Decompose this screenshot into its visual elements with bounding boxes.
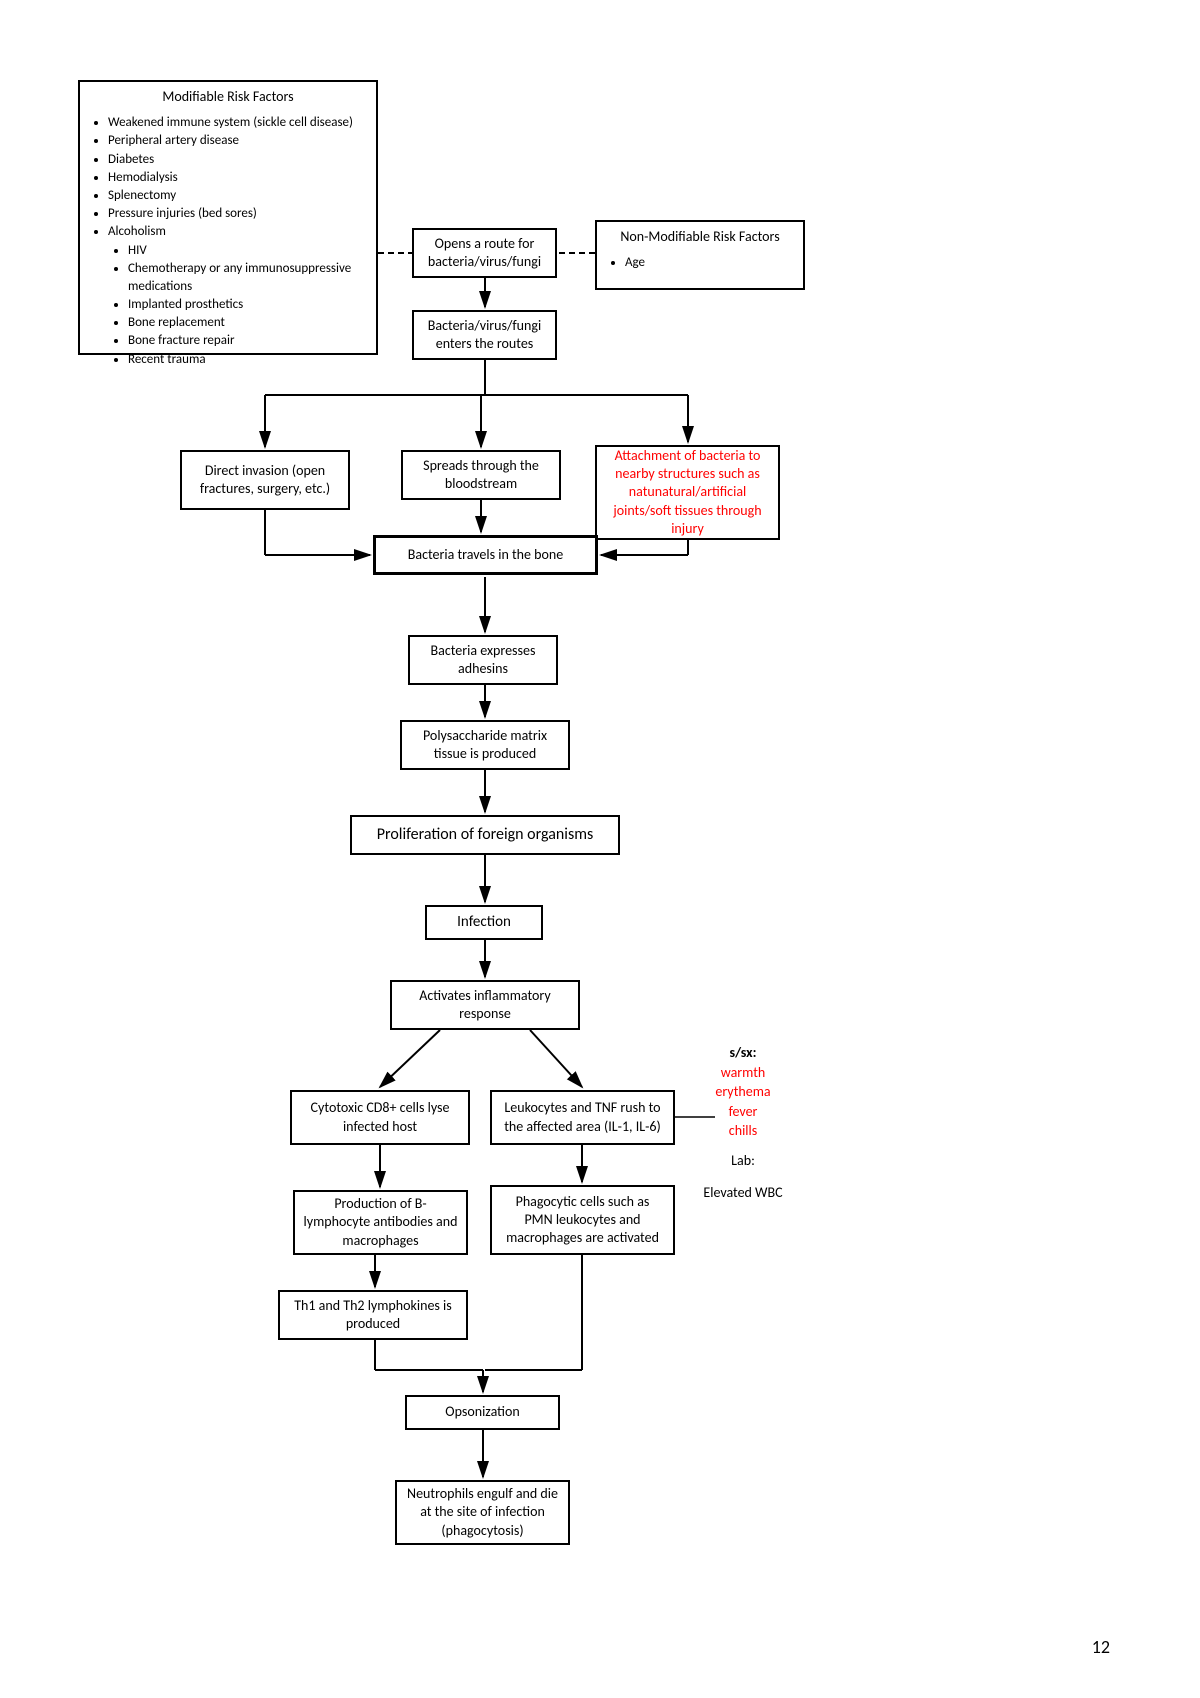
proliferation-box: Proliferation of foreign organisms <box>350 815 620 855</box>
modifiable-list: Weakened immune system (sickle cell dise… <box>88 114 353 241</box>
enters-routes-box: Bacteria/virus/fungi enters the routes <box>412 310 557 360</box>
nonmodifiable-list: Age <box>605 254 645 272</box>
polysaccharide-box: Polysaccharide matrix tissue is produced <box>400 720 570 770</box>
opens-route-box: Opens a route for bacteria/virus/fungi <box>412 228 557 278</box>
lab-value: Elevated WBC <box>693 1183 793 1203</box>
modifiable-inner-list: HIV Chemotherapy or any immunosuppressiv… <box>88 242 368 369</box>
list-item: Chemotherapy or any immunosuppressive me… <box>128 260 368 296</box>
infection-box: Infection <box>425 905 543 940</box>
list-item: Age <box>625 254 645 272</box>
lab-label: Lab: <box>693 1151 793 1171</box>
list-item: Splenectomy <box>108 187 353 205</box>
opsonization-box: Opsonization <box>405 1395 560 1430</box>
adhesins-box: Bacteria expresses adhesins <box>408 635 558 685</box>
ssx-section: s/sx: warmth erythema fever chills Lab: … <box>693 1043 793 1202</box>
list-item: Bone fracture repair <box>128 332 368 350</box>
cytotoxic-box: Cytotoxic CD8+ cells lyse infected host <box>290 1090 470 1145</box>
list-item: Peripheral artery disease <box>108 132 353 150</box>
modifiable-title: Modifiable Risk Factors <box>88 88 368 106</box>
modifiable-risk-factors-box: Modifiable Risk Factors Weakened immune … <box>78 80 378 355</box>
attachment-box: Attachment of bacteria to nearby structu… <box>595 445 780 540</box>
list-item: Recent trauma <box>128 351 368 369</box>
list-item: Alcoholism <box>108 223 353 241</box>
th1-th2-box: Th1 and Th2 lymphokines is produced <box>278 1290 468 1340</box>
spreads-bloodstream-box: Spreads through the bloodstream <box>401 450 561 500</box>
page-number: 12 <box>1092 1636 1110 1658</box>
list-item: Bone replacement <box>128 314 368 332</box>
list-item: Diabetes <box>108 151 353 169</box>
list-item: HIV <box>128 242 368 260</box>
ssx-label: s/sx: <box>693 1043 793 1063</box>
list-item: Weakened immune system (sickle cell dise… <box>108 114 353 132</box>
production-b-box: Production of B-lymphocyte antibodies an… <box>293 1190 468 1255</box>
leukocytes-box: Leukocytes and TNF rush to the affected … <box>490 1090 675 1145</box>
travels-bone-box: Bacteria travels in the bone <box>373 535 598 575</box>
list-item: Implanted prosthetics <box>128 296 368 314</box>
list-item: Pressure injuries (bed sores) <box>108 205 353 223</box>
phagocytic-box: Phagocytic cells such as PMN leukocytes … <box>490 1185 675 1255</box>
direct-invasion-box: Direct invasion (open fractures, surgery… <box>180 450 350 510</box>
ssx-items: warmth erythema fever chills <box>693 1063 793 1141</box>
nonmodifiable-risk-factors-box: Non-Modifiable Risk Factors Age <box>595 220 805 290</box>
inflammatory-response-box: Activates inflammatory response <box>390 980 580 1030</box>
list-item: Hemodialysis <box>108 169 353 187</box>
nonmodifiable-title: Non-Modifiable Risk Factors <box>605 228 795 246</box>
neutrophils-box: Neutrophils engulf and die at the site o… <box>395 1480 570 1545</box>
